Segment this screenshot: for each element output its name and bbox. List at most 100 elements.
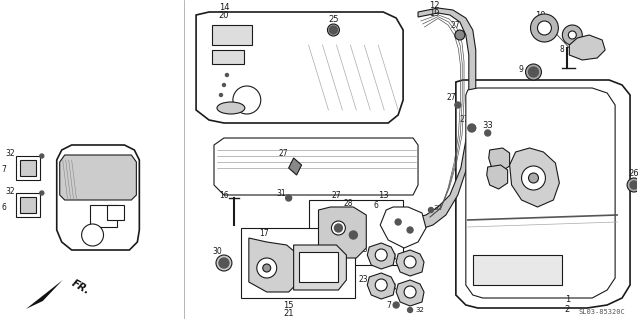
Polygon shape: [367, 273, 395, 299]
Circle shape: [285, 195, 292, 201]
Circle shape: [82, 224, 104, 246]
Circle shape: [455, 102, 461, 108]
Circle shape: [233, 86, 260, 114]
Text: SL03-85320C: SL03-85320C: [579, 309, 625, 315]
Circle shape: [40, 154, 44, 158]
Circle shape: [522, 166, 545, 190]
Circle shape: [563, 25, 582, 45]
Polygon shape: [294, 245, 346, 290]
Circle shape: [568, 31, 576, 39]
Circle shape: [468, 124, 476, 132]
Text: 4: 4: [478, 170, 483, 180]
Text: 32: 32: [5, 187, 15, 196]
Circle shape: [219, 258, 229, 268]
Text: 5: 5: [480, 153, 485, 162]
Bar: [241, 228, 355, 298]
Text: 24: 24: [387, 283, 397, 292]
Bar: [20, 197, 36, 213]
Text: 27: 27: [446, 93, 456, 102]
Circle shape: [220, 93, 223, 97]
Text: 20: 20: [219, 11, 229, 19]
Text: 27: 27: [279, 149, 289, 158]
Text: 6: 6: [1, 203, 6, 211]
Text: 1: 1: [564, 295, 570, 305]
Text: 15: 15: [284, 300, 294, 309]
Text: 32: 32: [415, 307, 424, 313]
Circle shape: [408, 308, 413, 313]
Circle shape: [538, 21, 552, 35]
Circle shape: [330, 26, 337, 34]
Circle shape: [531, 14, 558, 42]
Circle shape: [393, 302, 399, 308]
Circle shape: [395, 219, 401, 225]
Polygon shape: [486, 165, 508, 189]
Bar: [106, 205, 124, 220]
Text: 18: 18: [319, 270, 328, 278]
Circle shape: [404, 286, 416, 298]
Bar: [473, 255, 563, 285]
Polygon shape: [57, 145, 140, 250]
Polygon shape: [466, 88, 615, 298]
Circle shape: [404, 256, 416, 268]
Polygon shape: [456, 80, 630, 308]
Polygon shape: [570, 35, 605, 60]
Polygon shape: [509, 148, 559, 207]
Polygon shape: [289, 158, 301, 175]
Circle shape: [349, 231, 357, 239]
Text: 14: 14: [219, 4, 229, 12]
Circle shape: [328, 24, 339, 36]
Text: 27: 27: [450, 20, 460, 29]
Polygon shape: [489, 148, 509, 172]
Text: 31: 31: [277, 189, 287, 197]
Circle shape: [332, 221, 346, 235]
Circle shape: [263, 264, 271, 272]
Text: 23: 23: [358, 246, 368, 255]
Polygon shape: [214, 138, 418, 195]
Text: 10: 10: [535, 11, 546, 19]
Circle shape: [529, 67, 538, 77]
Text: 8: 8: [560, 46, 564, 55]
Text: 7: 7: [1, 166, 6, 174]
Polygon shape: [249, 238, 299, 292]
Text: 7: 7: [387, 300, 392, 309]
Circle shape: [257, 258, 276, 278]
Circle shape: [529, 173, 538, 183]
Text: 29: 29: [543, 144, 552, 152]
Bar: [212, 50, 244, 64]
Text: 13: 13: [378, 191, 388, 201]
Text: 27: 27: [459, 115, 468, 124]
Circle shape: [455, 30, 465, 40]
Circle shape: [225, 73, 228, 77]
Circle shape: [216, 255, 232, 271]
Text: 16: 16: [219, 190, 228, 199]
Bar: [90, 205, 118, 227]
Bar: [212, 25, 252, 45]
Circle shape: [627, 178, 640, 192]
Bar: [16, 156, 40, 180]
Text: 22: 22: [319, 280, 328, 290]
Text: 2: 2: [564, 305, 570, 314]
Circle shape: [40, 191, 44, 195]
Circle shape: [484, 130, 491, 136]
Text: 23: 23: [358, 276, 368, 285]
Text: 11: 11: [541, 18, 550, 26]
Polygon shape: [196, 12, 403, 123]
Bar: [20, 160, 36, 176]
Text: 30: 30: [212, 248, 222, 256]
Text: 24: 24: [387, 253, 397, 262]
Circle shape: [429, 207, 433, 212]
Text: 28: 28: [344, 198, 353, 207]
Circle shape: [223, 84, 225, 86]
Polygon shape: [26, 280, 63, 309]
Text: 32: 32: [5, 150, 15, 159]
Circle shape: [525, 64, 541, 80]
Circle shape: [630, 181, 638, 189]
Text: 25: 25: [328, 16, 339, 25]
Circle shape: [335, 224, 342, 232]
Polygon shape: [367, 243, 395, 269]
Text: 6: 6: [374, 201, 379, 210]
Bar: [308, 200, 403, 265]
Polygon shape: [413, 8, 476, 230]
Polygon shape: [396, 280, 424, 306]
Polygon shape: [60, 155, 136, 200]
